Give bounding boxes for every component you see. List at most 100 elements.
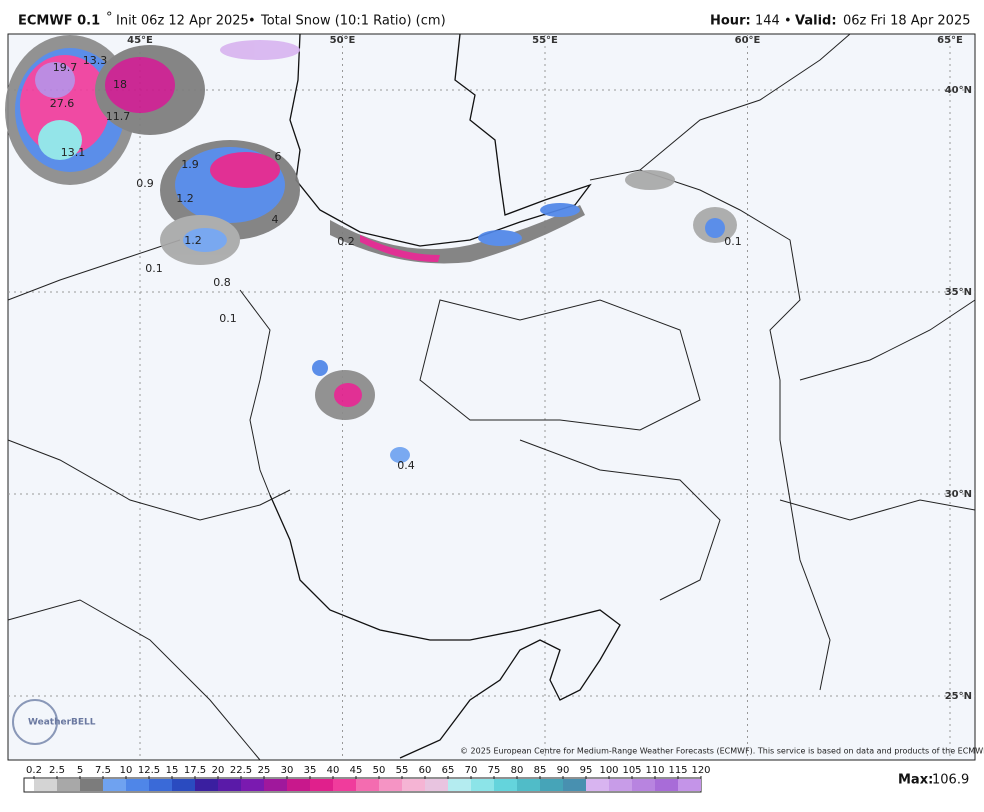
colorbar-swatch	[632, 779, 655, 791]
colorbar-label: 55	[396, 765, 409, 776]
colorbar-label: 20	[212, 765, 225, 776]
colorbar-label: 85	[534, 765, 547, 776]
colorbar-swatch	[218, 779, 241, 791]
colorbar: 0.2 2.5 5 7.5 10 12.5 15 17.5 20 22.5 25 30 35 40 45 50…	[23, 765, 711, 793]
point-label: 13.1	[61, 146, 86, 159]
point-label: 0.1	[145, 262, 163, 275]
lat-label: 25°N	[945, 691, 972, 702]
colorbar-label: 90	[557, 765, 570, 776]
colorbar-label: 95	[580, 765, 593, 776]
bullet: •	[248, 14, 256, 29]
copyright: © 2025 European Centre for Medium-Range …	[460, 747, 984, 756]
colorbar-swatch	[172, 779, 195, 791]
lon-label: 45°E	[127, 35, 153, 46]
snow-field	[5, 35, 737, 463]
valid-label: Valid:	[795, 14, 837, 29]
border	[7, 599, 261, 761]
map: 19.7 13.3 18 27.6 11.7 13.1 1.9 0.9 1.2 6 4 1.2 0.2 0…	[5, 33, 984, 761]
point-label: 0.2	[337, 235, 355, 248]
point-label: 0.8	[213, 276, 231, 289]
colorbar-swatch	[402, 779, 425, 791]
point-label: 19.7	[53, 61, 78, 74]
lon-label: 50°E	[330, 35, 356, 46]
colorbar-label: 45	[350, 765, 363, 776]
point-label: 13.3	[83, 54, 108, 67]
graticule	[8, 34, 975, 760]
colorbar-label: 110	[645, 765, 664, 776]
colorbar-swatch	[333, 779, 356, 791]
colorbar-label: 60	[419, 765, 432, 776]
border	[589, 169, 831, 691]
lon-label: 55°E	[532, 35, 558, 46]
point-label: 6	[275, 150, 282, 163]
colorbar-label: 120	[691, 765, 710, 776]
valid: 06z Fri 18 Apr 2025	[843, 14, 971, 29]
colorbar-swatch	[517, 779, 540, 791]
colorbar-label: 65	[442, 765, 455, 776]
point-label: 0.1	[219, 312, 237, 325]
lat-label: 40°N	[945, 85, 972, 96]
point-label: 1.2	[184, 234, 202, 247]
colorbar-label: 12.5	[138, 765, 160, 776]
colorbar-swatch	[80, 779, 103, 791]
colorbar-swatch	[149, 779, 172, 791]
colorbar-swatch	[103, 779, 126, 791]
map-frame	[7, 33, 976, 761]
point-label: 0.9	[136, 177, 154, 190]
border	[7, 239, 181, 301]
colorbar-swatch	[356, 779, 379, 791]
bullet: •	[784, 14, 792, 29]
colorbar-label: 15	[166, 765, 179, 776]
colorbar-label: 40	[327, 765, 340, 776]
gulf-coast	[269, 494, 621, 759]
colorbar-swatch	[494, 779, 517, 791]
colorbar-label: 2.5	[49, 765, 65, 776]
colorbar-swatch	[586, 779, 609, 791]
init: Init 06z 12 Apr 2025	[116, 14, 249, 29]
colorbar-swatch	[287, 779, 310, 791]
point-label: 1.2	[176, 192, 194, 205]
colorbar-label: 5	[77, 765, 83, 776]
colorbar-swatch	[241, 779, 264, 791]
logo-mark	[12, 699, 58, 745]
lat-label: 35°N	[945, 287, 972, 298]
product: Total Snow (10:1 Ratio) (cm)	[260, 14, 446, 29]
colorbar-swatch	[678, 779, 701, 791]
colorbar-swatch	[34, 779, 57, 791]
colorbar-label: 50	[373, 765, 386, 776]
point-label: 0.4	[397, 459, 415, 472]
colorbar-label: 105	[622, 765, 641, 776]
colorbar-swatch	[655, 779, 678, 791]
border	[419, 299, 701, 431]
colorbar-label: 35	[304, 765, 317, 776]
colorbar-label: 25	[258, 765, 271, 776]
colorbar-label: 30	[281, 765, 294, 776]
colorbar-swatch	[563, 779, 586, 791]
point-label: 4	[272, 213, 279, 226]
colorbar-label: 115	[668, 765, 687, 776]
point-label: 1.9	[181, 158, 199, 171]
colorbar-label: 100	[599, 765, 618, 776]
logo: WeatherBELL	[28, 718, 96, 728]
max-value: 106.9	[932, 773, 969, 788]
colorbar-swatch	[195, 779, 218, 791]
point-label: 0.1	[724, 235, 742, 248]
colorbar-swatch	[57, 779, 80, 791]
model: ECMWF 0.1	[18, 14, 100, 29]
lat-label: 30°N	[945, 489, 972, 500]
colorbar-label: 7.5	[95, 765, 111, 776]
colorbar-label: 0.2	[26, 765, 42, 776]
colorbar-label: 17.5	[184, 765, 206, 776]
border	[639, 33, 851, 171]
point-label: 11.7	[106, 110, 131, 123]
border	[239, 289, 271, 496]
point-label: 18	[113, 78, 127, 91]
colorbar-label: 22.5	[230, 765, 252, 776]
point-label: 27.6	[50, 97, 75, 110]
lon-label: 60°E	[735, 35, 761, 46]
hour-label: Hour:	[710, 14, 751, 29]
colorbar-swatch	[126, 779, 149, 791]
border	[799, 299, 976, 381]
colorbar-label: 10	[120, 765, 133, 776]
